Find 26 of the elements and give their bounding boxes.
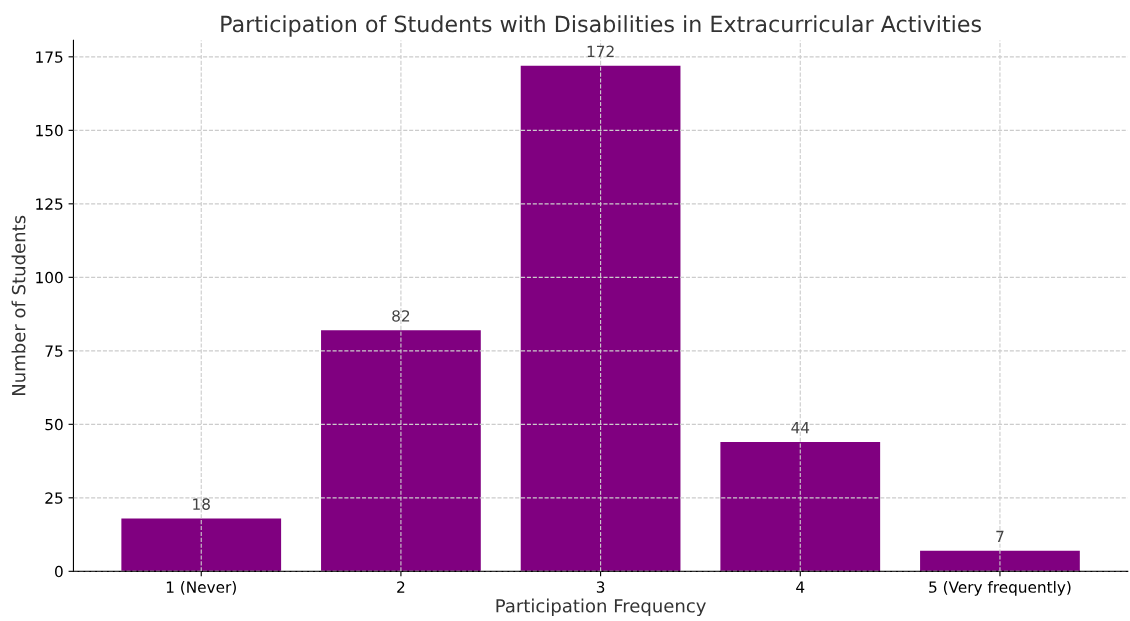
x-tick-label: 1 (Never)	[166, 581, 236, 595]
y-tick-label: 75	[45, 345, 63, 357]
bar	[920, 550, 1080, 572]
bar	[321, 330, 481, 572]
x-tick-label: 3	[596, 581, 605, 593]
y-tick-label: 175	[36, 51, 63, 63]
y-tick-label: 0	[55, 565, 63, 578]
y-tick-label: 125	[36, 198, 63, 210]
x-axis-title: Participation Frequency	[496, 598, 706, 617]
bar	[121, 518, 282, 572]
data-label: 172	[587, 45, 614, 57]
chart-title: Participation of Students with Disabilities in Extracurricular Activities	[221, 15, 981, 37]
y-tick-label: 25	[45, 492, 63, 504]
x-tick-label: 5 (Very frequently)	[929, 581, 1071, 596]
y-tick-label: 50	[45, 418, 63, 431]
y-tick-label: 150	[36, 124, 63, 137]
y-axis-title: Number of Students	[11, 215, 26, 396]
data-label: 7	[996, 530, 1004, 543]
x-tick-label: 4	[796, 581, 805, 593]
data-label: 44	[791, 422, 810, 434]
data-label: 18	[193, 498, 210, 510]
bar	[520, 65, 681, 572]
x-tick-label: 2	[397, 581, 405, 593]
data-label: 82	[392, 310, 410, 322]
bar	[720, 441, 881, 572]
y-tick-label: 100	[36, 271, 63, 284]
